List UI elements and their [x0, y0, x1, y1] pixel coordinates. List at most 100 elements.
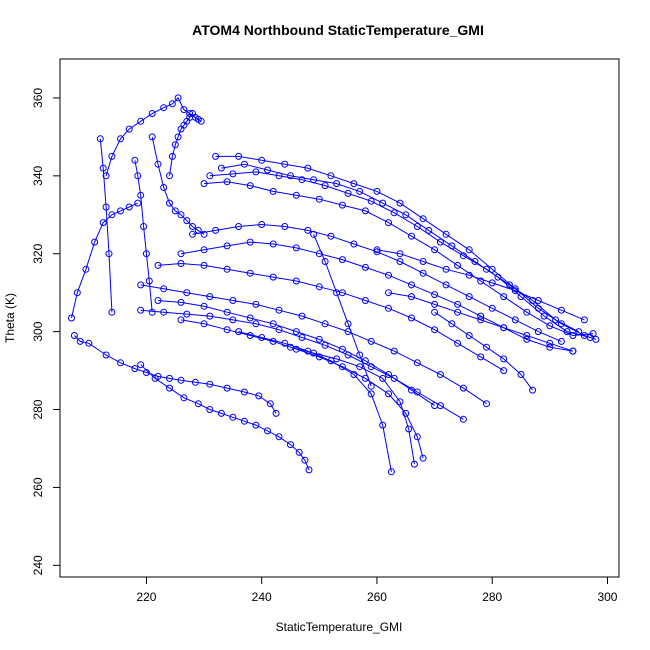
data-point: [356, 187, 364, 195]
data-point: [523, 308, 531, 316]
data-point: [373, 187, 381, 195]
data-point: [275, 172, 283, 180]
data-point: [183, 310, 191, 318]
data-point: [223, 384, 231, 392]
data-point: [292, 191, 300, 199]
data-point: [500, 293, 508, 301]
data-point: [379, 374, 387, 382]
data-point: [488, 279, 496, 287]
data-point: [494, 273, 502, 281]
data-point: [160, 308, 168, 316]
data-point: [408, 386, 415, 394]
data-point: [177, 260, 185, 267]
data-point: [223, 265, 231, 273]
data-point: [117, 135, 124, 143]
y-tick-label: 300: [31, 321, 45, 341]
data-point: [321, 182, 329, 190]
data-point: [272, 409, 280, 417]
data-point: [310, 230, 318, 238]
data-point: [305, 466, 313, 474]
data-point: [385, 219, 392, 227]
data-point: [413, 359, 421, 367]
data-point: [471, 258, 479, 265]
data-point: [431, 326, 439, 334]
series-4: [102, 94, 205, 180]
data-point: [546, 339, 554, 347]
series-line: [157, 300, 435, 407]
data-point: [569, 332, 577, 339]
data-point: [511, 287, 519, 295]
series-line: [209, 171, 579, 333]
series-11: [177, 238, 577, 355]
data-point: [338, 201, 346, 209]
data-point: [131, 156, 139, 164]
series-line: [151, 136, 205, 235]
data-point: [436, 238, 444, 246]
data-point: [408, 232, 415, 240]
data-point: [425, 226, 433, 234]
data-point: [350, 240, 358, 248]
data-point: [431, 402, 439, 410]
data-point: [385, 390, 392, 398]
data-point: [134, 172, 142, 180]
data-point: [99, 164, 107, 172]
data-point: [191, 378, 199, 386]
data-point: [180, 394, 188, 402]
data-point: [557, 306, 565, 314]
data-point: [148, 308, 156, 316]
series-line: [238, 331, 392, 472]
data-point: [108, 152, 116, 160]
y-axis: 240 260 280 300 320 340 360: [31, 88, 60, 575]
data-point: [73, 289, 81, 297]
data-point: [402, 409, 410, 417]
data-point: [229, 413, 237, 421]
series-14: [137, 306, 467, 423]
data-point: [575, 328, 583, 336]
data-point: [419, 454, 427, 462]
y-tick-label: 260: [31, 477, 45, 497]
data-point: [373, 248, 381, 256]
data-point: [483, 343, 490, 351]
data-point: [166, 384, 173, 392]
series-22: [373, 246, 588, 324]
data-point: [500, 367, 508, 375]
data-point: [200, 180, 208, 188]
data-point: [151, 374, 159, 382]
data-point: [252, 421, 260, 429]
series-line: [434, 311, 534, 391]
y-tick-label: 360: [31, 88, 45, 108]
data-point: [160, 104, 168, 112]
data-point: [168, 100, 176, 108]
data-point: [379, 421, 387, 429]
data-point: [546, 343, 554, 351]
data-point: [292, 277, 300, 285]
data-point: [477, 353, 485, 361]
series-10: [189, 221, 565, 345]
y-axis-label: Theta (K): [3, 293, 17, 343]
data-point: [137, 306, 145, 314]
data-point: [390, 374, 398, 382]
x-tick-label: 280: [482, 590, 502, 604]
data-point: [206, 312, 214, 320]
data-point: [315, 283, 323, 291]
data-point: [206, 293, 214, 301]
series-12: [154, 260, 508, 375]
data-point: [569, 347, 577, 355]
data-point: [529, 386, 537, 394]
data-point: [459, 252, 467, 260]
series-line: [140, 364, 310, 471]
data-point: [99, 219, 107, 227]
data-point: [186, 110, 194, 117]
data-point: [373, 246, 381, 254]
y-tick-label: 240: [31, 555, 45, 575]
data-point: [177, 376, 185, 384]
data-point: [321, 320, 329, 328]
data-point: [177, 298, 185, 306]
data-point: [264, 166, 271, 174]
data-point: [212, 226, 220, 234]
data-point: [70, 332, 78, 339]
data-point: [223, 308, 231, 316]
data-point: [217, 164, 225, 172]
series-16: [177, 316, 427, 462]
data-point: [327, 172, 335, 180]
